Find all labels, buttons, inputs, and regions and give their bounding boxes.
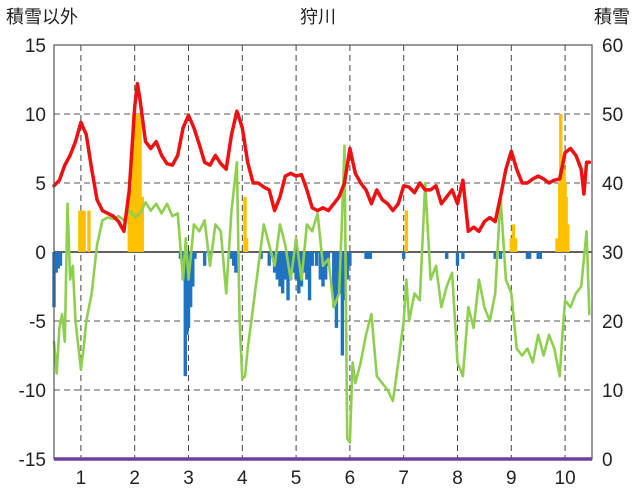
left-tick-label: -15: [19, 450, 46, 471]
orange-bar: [136, 114, 140, 252]
right-tick-label: 30: [602, 243, 623, 264]
blue-bar: [336, 252, 340, 294]
blue-bar: [305, 252, 309, 280]
x-tick-label: 10: [555, 468, 576, 489]
blue-bar: [297, 252, 301, 294]
x-tick-label: 3: [183, 468, 194, 489]
blue-bar: [536, 252, 540, 259]
green-series-line: [52, 144, 591, 444]
blue-bar: [321, 252, 325, 287]
x-tick-label: 2: [129, 468, 140, 489]
blue-bar: [56, 252, 61, 269]
orange-bar: [138, 114, 142, 252]
blue-bar: [525, 252, 530, 259]
blue-bar: [54, 252, 58, 273]
left-axis-title: 積雪以外: [6, 7, 78, 27]
orange-bar: [87, 210, 91, 252]
blue-bar: [402, 252, 406, 259]
blue-bar: [294, 252, 298, 280]
blue-bar: [286, 252, 290, 301]
right-tick-label: 20: [602, 312, 623, 333]
blue-bar: [275, 252, 279, 280]
right-tick-label: 10: [602, 381, 623, 402]
x-tick-label: 8: [452, 468, 463, 489]
orange-bar: [555, 238, 559, 252]
orange-bar: [82, 210, 86, 252]
left-tick-label: -5: [29, 312, 46, 333]
left-tick-label: 5: [35, 174, 46, 195]
right-tick-label: 40: [602, 174, 623, 195]
left-tick-label: 0: [35, 243, 46, 264]
blue-bar: [310, 252, 314, 266]
orange-bar: [509, 238, 513, 252]
blue-bar: [445, 252, 449, 259]
blue-bar: [202, 252, 207, 266]
orange-bar: [134, 114, 138, 252]
x-tick-label: 7: [398, 468, 409, 489]
blue-bar: [538, 252, 543, 259]
blue-bar: [234, 252, 238, 273]
blue-bar: [340, 252, 345, 356]
orange-bar: [513, 238, 518, 252]
x-tick-label: 5: [291, 468, 302, 489]
orange-bar: [129, 189, 134, 252]
red-series-line: [52, 81, 592, 234]
left-tick-label: -10: [19, 381, 46, 402]
blue-bar: [267, 252, 271, 266]
orange-bar: [80, 210, 84, 252]
chart-title: 狩川: [300, 7, 336, 27]
blue-bar: [58, 252, 63, 266]
left-tick-label: 15: [25, 36, 46, 57]
blue-bar: [348, 252, 352, 266]
blue-bar: [323, 252, 328, 280]
x-tick-label: 4: [237, 468, 248, 489]
blue-bar: [259, 252, 263, 259]
blue-bar: [461, 252, 465, 259]
blue-bar: [188, 252, 193, 308]
x-tick-label: 6: [345, 468, 356, 489]
blue-bar: [364, 252, 368, 259]
x-tick-label: 9: [506, 468, 517, 489]
blue-bar: [527, 252, 532, 259]
orange-bar: [244, 238, 249, 252]
blue-bar: [193, 252, 197, 259]
blue-bar: [278, 252, 282, 287]
blue-bar: [455, 252, 460, 266]
blue-bar: [280, 252, 285, 294]
blue-bar: [191, 252, 195, 287]
right-tick-label: 50: [602, 105, 623, 126]
blue-bar: [366, 252, 370, 259]
orange-bar: [404, 210, 409, 252]
orange-bar: [566, 224, 570, 252]
blue-bar: [332, 252, 336, 308]
blue-bar: [345, 252, 349, 280]
right-tick-label: 60: [602, 36, 623, 57]
right-tick-label: 0: [602, 450, 613, 471]
orange-bar: [78, 210, 82, 252]
orange-bar: [127, 196, 132, 252]
blue-bar: [498, 252, 503, 259]
orange-bar: [559, 114, 563, 252]
x-tick-label: 1: [76, 468, 87, 489]
orange-bar: [511, 224, 516, 252]
blue-bar: [318, 252, 323, 280]
blue-bar: [314, 252, 319, 266]
right-axis-title: 積雪: [594, 7, 630, 27]
blue-bar: [307, 252, 312, 301]
orange-bar: [243, 196, 247, 252]
left-tick-label: 10: [25, 105, 46, 126]
orange-bar: [140, 196, 144, 252]
blue-bar: [368, 252, 373, 259]
blue-bar: [231, 252, 236, 266]
orange-bar: [131, 114, 136, 252]
blue-bar: [186, 252, 191, 328]
blue-bar: [229, 252, 234, 259]
blue-bar: [289, 252, 293, 280]
blue-bar: [493, 252, 497, 259]
blue-bar: [283, 252, 288, 280]
